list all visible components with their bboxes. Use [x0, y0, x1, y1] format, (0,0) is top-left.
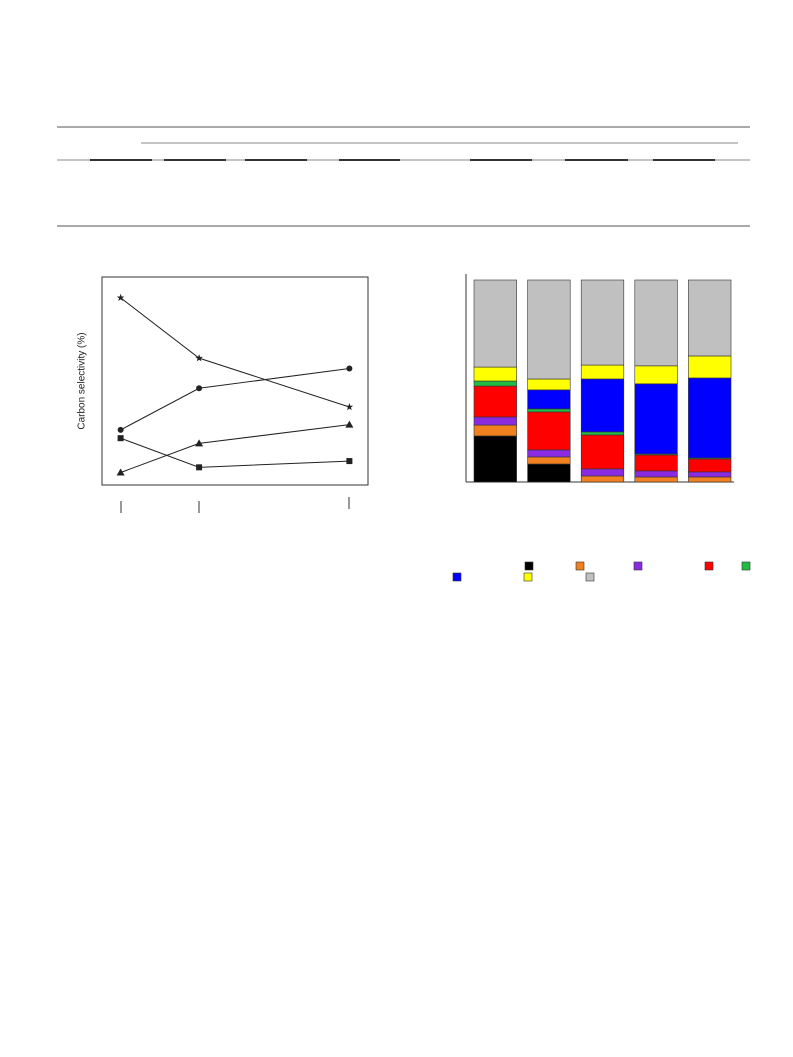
legend-swatch	[741, 561, 751, 571]
bar-segment	[527, 449, 571, 458]
marker	[196, 464, 203, 471]
arrows	[120, 497, 350, 513]
marker	[116, 293, 125, 302]
marker	[116, 468, 125, 476]
marker	[195, 354, 203, 362]
bar-segment	[473, 279, 517, 368]
legend-swatch	[633, 561, 643, 571]
y-axis-label: Carbon selectivity (%)	[77, 332, 88, 429]
marker	[117, 426, 124, 433]
legend-swatch	[524, 561, 534, 571]
bar-segment	[580, 468, 625, 477]
series-line	[120, 437, 350, 468]
bar-segment	[580, 279, 625, 366]
bar-segment	[688, 279, 732, 357]
plot-frame	[101, 276, 369, 486]
bar-segment	[473, 435, 517, 483]
bar-segment	[473, 380, 517, 387]
bar-segment	[580, 378, 625, 433]
bar-segment	[527, 389, 571, 410]
legend-swatch	[452, 572, 462, 582]
legend-swatch	[585, 572, 595, 582]
marker	[346, 458, 353, 465]
legend-swatch	[575, 561, 585, 571]
bar-segment	[580, 434, 625, 470]
bar-segment	[688, 355, 732, 379]
bar-segment	[688, 476, 732, 483]
charts	[116, 279, 751, 582]
bar-segment	[634, 365, 678, 385]
bar-segment	[634, 476, 678, 483]
bar-segment	[634, 454, 678, 472]
bar-segment	[688, 471, 732, 478]
bar-segment	[527, 378, 571, 391]
bar-segment	[473, 416, 517, 426]
bar-segment	[473, 424, 517, 437]
bar-segment	[634, 383, 678, 455]
bar-segment	[688, 458, 732, 473]
series-line	[120, 297, 350, 408]
marker	[346, 365, 353, 372]
marker	[195, 439, 204, 447]
bar-segment	[527, 408, 571, 413]
marker	[196, 385, 203, 392]
legend-swatch	[523, 572, 533, 582]
table-rules	[57, 126, 750, 227]
marker	[345, 403, 354, 411]
bar-segment	[527, 463, 571, 483]
marker	[117, 435, 124, 442]
bar-segment	[634, 470, 678, 478]
bar-segment	[473, 385, 517, 418]
bar-segment	[688, 377, 732, 459]
bar-segment	[527, 279, 571, 380]
bar-segment	[580, 431, 625, 436]
bar-segment	[580, 364, 625, 380]
bar-segment	[634, 279, 678, 367]
series-line	[120, 368, 350, 431]
bar-segment	[527, 411, 571, 451]
bar-segment	[580, 475, 625, 483]
bar-segment	[527, 456, 571, 465]
bar-segment	[473, 366, 517, 382]
marker	[345, 420, 354, 428]
legend-swatch	[704, 561, 714, 571]
